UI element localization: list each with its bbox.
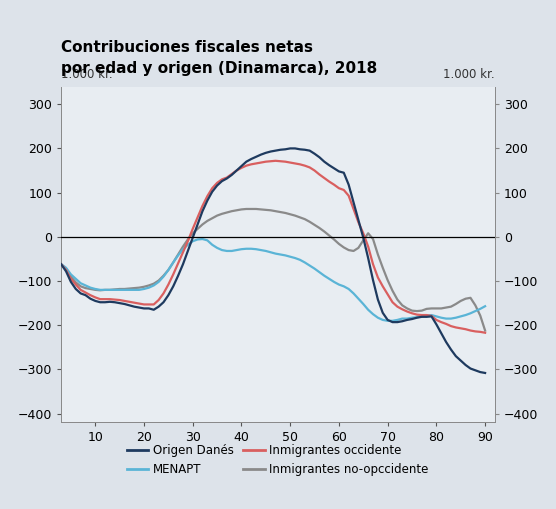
Origen Danés — [175, 273, 181, 279]
Inmigrantes no-opccidente — [272, 208, 279, 214]
Inmigrantes occidente — [58, 261, 64, 267]
Inmigrantes no-opccidente — [58, 261, 64, 267]
Text: 1.000 kr.: 1.000 kr. — [61, 69, 113, 81]
Origen Danés — [267, 149, 274, 155]
MENAPT — [175, 252, 181, 259]
Inmigrantes occidente — [481, 330, 488, 336]
Origen Danés — [311, 151, 318, 157]
Inmigrantes no-opccidente — [180, 243, 186, 249]
MENAPT — [272, 250, 279, 257]
Text: 1.000 kr.: 1.000 kr. — [443, 69, 495, 81]
Inmigrantes no-opccidente — [175, 251, 181, 258]
Inmigrantes occidente — [311, 167, 318, 174]
MENAPT — [384, 318, 391, 324]
Inmigrantes no-opccidente — [68, 273, 75, 279]
MENAPT — [311, 266, 318, 272]
MENAPT — [180, 246, 186, 252]
Inmigrantes occidente — [175, 260, 181, 266]
Origen Danés — [58, 261, 64, 267]
MENAPT — [399, 316, 405, 322]
Origen Danés — [180, 261, 186, 267]
Inmigrantes occidente — [267, 158, 274, 164]
MENAPT — [199, 236, 206, 242]
Line: Inmigrantes no-opccidente: Inmigrantes no-opccidente — [61, 209, 485, 330]
Line: Origen Danés: Origen Danés — [61, 149, 485, 373]
MENAPT — [68, 271, 75, 277]
MENAPT — [58, 261, 64, 267]
Inmigrantes no-opccidente — [311, 222, 318, 228]
Origen Danés — [68, 279, 75, 285]
Inmigrantes occidente — [272, 158, 279, 164]
Inmigrantes occidente — [180, 249, 186, 256]
Text: Contribuciones fiscales netas
por edad y origen (Dinamarca), 2018: Contribuciones fiscales netas por edad y… — [61, 40, 378, 76]
Inmigrantes no-opccidente — [481, 327, 488, 333]
Line: Inmigrantes occidente: Inmigrantes occidente — [61, 161, 485, 333]
Inmigrantes no-opccidente — [458, 298, 464, 304]
Origen Danés — [481, 370, 488, 376]
Inmigrantes occidente — [68, 276, 75, 282]
Line: MENAPT: MENAPT — [61, 239, 485, 321]
Legend: Origen Danés, MENAPT, Inmigrantes occidente, Inmigrantes no-opccidente: Origen Danés, MENAPT, Inmigrantes occide… — [122, 439, 434, 480]
MENAPT — [481, 303, 488, 309]
Inmigrantes no-opccidente — [243, 206, 250, 212]
Inmigrantes occidente — [458, 325, 464, 331]
Origen Danés — [287, 146, 294, 152]
Origen Danés — [458, 357, 464, 363]
